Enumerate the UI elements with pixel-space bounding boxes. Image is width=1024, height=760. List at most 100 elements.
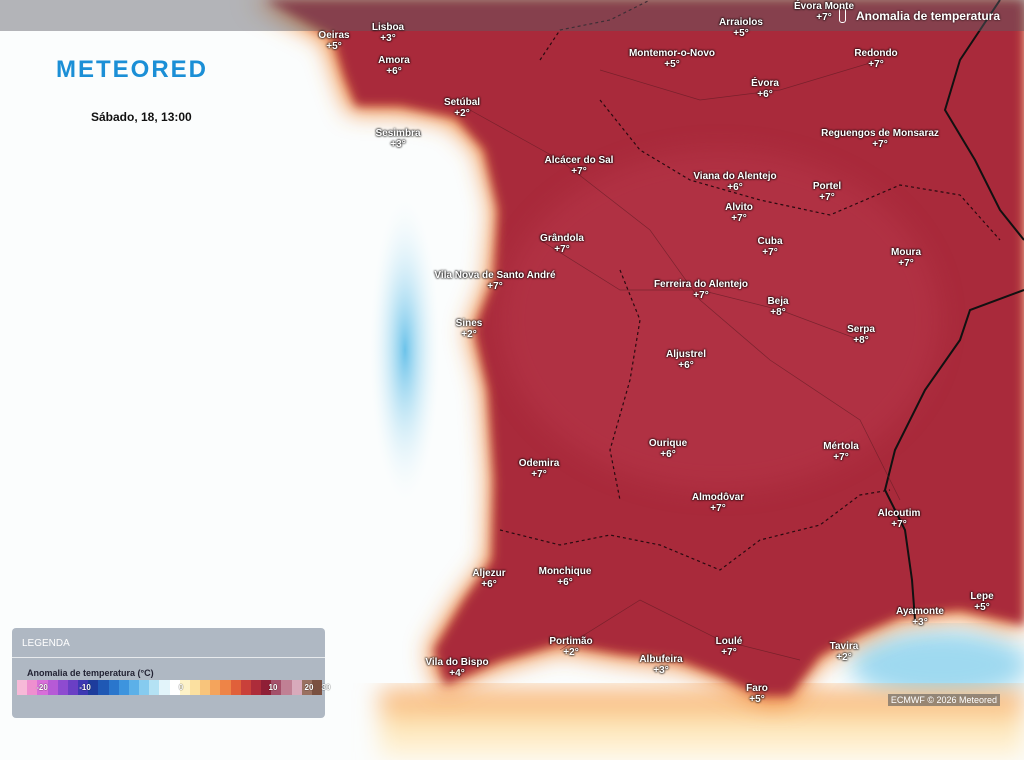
place-label: Loulé +7° bbox=[716, 636, 743, 658]
place-label: Évora +6° bbox=[751, 78, 779, 100]
scale-step bbox=[169, 680, 180, 695]
place-label: Redondo +7° bbox=[854, 48, 897, 70]
place-label: Portel +7° bbox=[813, 181, 841, 203]
place-label: Portimão +2° bbox=[549, 636, 592, 658]
place-anomaly: +6° bbox=[757, 89, 773, 100]
place-name: Viana do Alentejo bbox=[693, 171, 777, 182]
place-anomaly: +7° bbox=[872, 139, 888, 150]
scale-step bbox=[311, 680, 323, 695]
place-name: Setúbal bbox=[443, 97, 481, 108]
scale-tick: -10 bbox=[79, 683, 91, 692]
place-name: Ourique bbox=[648, 438, 688, 449]
place-name: Loulé bbox=[715, 636, 743, 647]
logo[interactable]: METEORED bbox=[56, 56, 209, 83]
place-anomaly: +7° bbox=[554, 244, 570, 255]
top-bar bbox=[0, 0, 1024, 31]
place-name: Évora Monte bbox=[793, 1, 855, 12]
place-name: Alvito bbox=[725, 202, 753, 213]
legend-subtitle: Anomalia de temperatura (°C) bbox=[27, 668, 154, 678]
place-name: Ferreira do Alentejo bbox=[653, 279, 749, 290]
place-label: Ayamonte +3° bbox=[896, 606, 944, 628]
scale-step bbox=[57, 680, 68, 695]
place-name: Aljustrel bbox=[665, 349, 707, 360]
scale-step bbox=[261, 680, 272, 695]
place-anomaly: +5° bbox=[749, 694, 765, 705]
scale-step bbox=[78, 680, 89, 695]
land-shade bbox=[500, 150, 940, 490]
place-name: Arraiolos bbox=[719, 17, 763, 28]
place-name: Oeiras bbox=[318, 30, 350, 41]
place-label: Oeiras +5° bbox=[318, 30, 349, 52]
place-name: Grândola bbox=[540, 233, 584, 244]
place-name: Ayamonte bbox=[896, 606, 944, 617]
place-anomaly: +7° bbox=[487, 281, 503, 292]
place-name: Évora bbox=[751, 78, 779, 89]
district-borders bbox=[499, 0, 1001, 571]
place-label: Albufeira +3° bbox=[639, 654, 682, 676]
place-anomaly: +4° bbox=[449, 668, 465, 679]
place-name: Mértola bbox=[823, 441, 859, 452]
place-label: Alcoutim +7° bbox=[878, 508, 921, 530]
scale-step bbox=[128, 680, 140, 695]
scale-step bbox=[149, 680, 160, 695]
place-name: Vila Nova de Santo André bbox=[434, 270, 556, 281]
place-label: Aljustrel +6° bbox=[666, 349, 706, 371]
place-anomaly: +7° bbox=[833, 452, 849, 463]
place-label: Faro +5° bbox=[746, 683, 768, 705]
place-label: Alcácer do Sal +7° bbox=[545, 155, 614, 177]
place-name: Tavira bbox=[829, 641, 859, 652]
place-name: Beja bbox=[767, 296, 789, 307]
place-label: Ferreira do Alentejo +7° bbox=[654, 279, 748, 301]
place-name: Sines bbox=[455, 318, 483, 329]
place-name: Portel bbox=[812, 181, 842, 192]
scale-step bbox=[67, 680, 79, 695]
place-name: Albufeira bbox=[639, 654, 683, 665]
scale-step bbox=[37, 680, 48, 695]
place-name: Lepe bbox=[970, 591, 994, 602]
place-label: Vila do Bispo +4° bbox=[425, 657, 488, 679]
place-label: Cuba +7° bbox=[758, 236, 783, 258]
scale-step bbox=[118, 680, 129, 695]
place-anomaly: +7° bbox=[762, 247, 778, 258]
place-anomaly: +7° bbox=[721, 647, 737, 658]
sea-cool bbox=[370, 200, 440, 500]
place-anomaly: +8° bbox=[853, 335, 869, 346]
place-anomaly: +5° bbox=[974, 602, 990, 613]
country-border bbox=[883, 0, 1024, 621]
place-label: Grândola +7° bbox=[540, 233, 584, 255]
place-anomaly: +7° bbox=[731, 213, 747, 224]
scale-step bbox=[88, 680, 99, 695]
scale-step bbox=[139, 680, 150, 695]
scale-step bbox=[220, 680, 231, 695]
place-name: Cuba bbox=[757, 236, 783, 247]
roads bbox=[469, 59, 901, 661]
place-label: Arraiolos +5° bbox=[719, 17, 763, 39]
scale-tick: 10 bbox=[268, 683, 278, 692]
credit: ECMWF © 2026 Meteored bbox=[887, 694, 1000, 706]
place-label: Lepe +5° bbox=[970, 591, 993, 613]
scale-tick: 0 bbox=[178, 683, 184, 692]
place-label: Amora +6° bbox=[378, 55, 410, 77]
place-name: Reguengos de Monsaraz bbox=[821, 128, 939, 139]
place-anomaly: +3° bbox=[390, 139, 406, 150]
place-name: Alcácer do Sal bbox=[544, 155, 614, 166]
scale-step bbox=[189, 680, 201, 695]
place-label: Reguengos de Monsaraz +7° bbox=[821, 128, 939, 150]
place-label: Almodôvar +7° bbox=[692, 492, 744, 514]
place-label: Vila Nova de Santo André +7° bbox=[434, 270, 555, 292]
place-name: Faro bbox=[746, 683, 768, 694]
place-label: Setúbal +2° bbox=[444, 97, 480, 119]
place-name: Redondo bbox=[854, 48, 898, 59]
place-name: Portimão bbox=[549, 636, 593, 647]
scale-tick: 20 bbox=[304, 683, 314, 692]
place-anomaly: +5° bbox=[664, 59, 680, 70]
scale-step bbox=[230, 680, 241, 695]
place-label: Monchique +6° bbox=[539, 566, 592, 588]
scale-step bbox=[250, 680, 262, 695]
color-scale bbox=[17, 680, 323, 695]
scale-step bbox=[27, 680, 38, 695]
place-anomaly: +2° bbox=[454, 108, 470, 119]
layer-title[interactable]: Anomalia de temperatura bbox=[855, 9, 1000, 23]
scale-step bbox=[108, 680, 119, 695]
place-anomaly: +8° bbox=[770, 307, 786, 318]
